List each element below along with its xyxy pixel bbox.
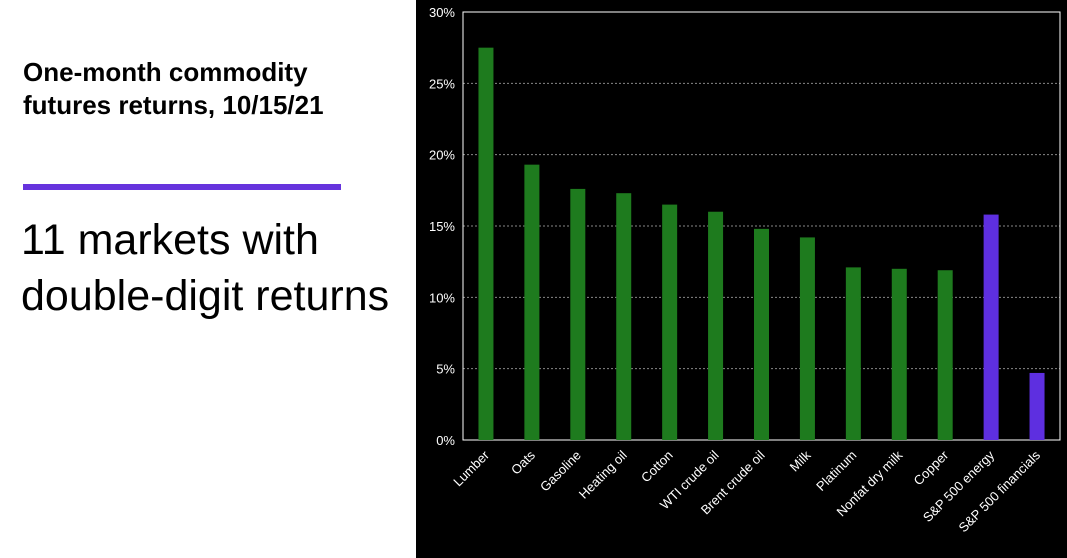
x-tick-label: Platinum <box>813 448 859 494</box>
x-tick-label: Copper <box>911 447 952 488</box>
bar <box>708 211 724 440</box>
y-tick-label: 10% <box>429 290 455 305</box>
x-tick-label: Heating oil <box>576 447 630 501</box>
bar-chart: 0% 5% 10% 15% 20% 25% 30% Lumber Oats GasolineHea… <box>429 5 1061 535</box>
bar <box>478 47 494 441</box>
y-tick-label: 5% <box>436 362 455 377</box>
x-tick-label: Cotton <box>638 448 676 486</box>
x-tick-label: Oats <box>508 447 538 477</box>
bar <box>754 228 769 440</box>
bar <box>845 267 861 440</box>
bar <box>983 214 999 440</box>
bar <box>570 188 586 440</box>
x-tick-label: Gasoline <box>537 448 584 495</box>
text-panel: One-month commodity futures returns, 10/… <box>0 0 416 558</box>
bar <box>891 268 907 440</box>
headline: One-month commodity futures returns, 10/… <box>23 57 324 120</box>
y-tick-label: 25% <box>429 76 455 91</box>
x-tick-label: S&P 500 financials <box>956 447 1044 535</box>
y-tick-label: 15% <box>429 219 455 234</box>
chart-panel: 0% 5% 10% 15% 20% 25% 30% Lumber Oats Gasoline Hea… <box>416 0 1067 558</box>
x-tick-label: Milk <box>787 447 814 474</box>
bar <box>524 164 540 441</box>
bar <box>937 270 953 440</box>
subhead: 11 markets with double-digit returns <box>21 216 390 320</box>
y-tick-label: 0% <box>436 433 455 448</box>
bar <box>799 237 815 440</box>
accent-rule <box>23 184 341 190</box>
y-tick-label: 20% <box>429 148 455 163</box>
bar <box>1029 372 1045 440</box>
y-tick-label: 30% <box>429 5 455 20</box>
x-tick-label: Lumber <box>450 447 492 489</box>
bar <box>662 204 678 440</box>
bar <box>616 193 632 440</box>
